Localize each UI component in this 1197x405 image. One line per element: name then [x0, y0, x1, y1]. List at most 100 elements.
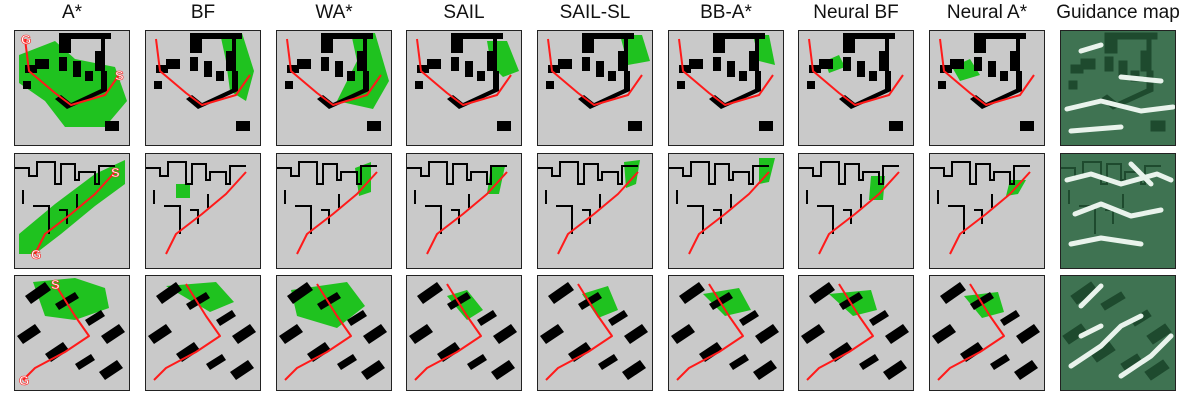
obstacle — [689, 59, 703, 69]
map-cell-guidance-map-row3 — [1060, 275, 1176, 391]
planned-path — [22, 283, 90, 381]
obstacle — [713, 57, 721, 71]
obstacle — [85, 310, 105, 326]
obstacle — [677, 81, 685, 89]
obstacle — [960, 342, 984, 362]
guidance-highlight — [1118, 333, 1174, 379]
obstacle — [216, 71, 224, 81]
obstacle — [295, 205, 312, 234]
obstacle — [33, 205, 50, 234]
explored-region — [220, 33, 254, 101]
obstacle — [727, 61, 735, 77]
goal-marker: G — [19, 373, 29, 388]
obstacle — [335, 61, 343, 77]
obstacle — [679, 282, 705, 304]
obstacle — [206, 354, 226, 370]
explored-region — [355, 162, 371, 196]
start-marker: S — [115, 68, 124, 83]
guidance-obstacle — [1104, 32, 1158, 72]
obstacle — [437, 342, 461, 362]
map-cell-bf-row3 — [145, 275, 261, 391]
planned-path — [286, 38, 382, 106]
obstacle — [447, 292, 471, 310]
obstacle — [548, 282, 574, 304]
free-space — [930, 154, 1044, 268]
obstacle — [307, 342, 331, 362]
map-cell-neural-a-star-row3 — [929, 275, 1045, 391]
map-svg — [146, 154, 260, 268]
obstacle — [628, 121, 642, 131]
map-cell-wa-star-row2 — [276, 153, 392, 269]
planned-path — [284, 283, 352, 381]
map-cell-sail-sl-row3 — [537, 275, 653, 391]
planned-path — [688, 171, 770, 255]
obstacle — [582, 33, 634, 71]
obstacle — [546, 81, 554, 89]
obstacle — [829, 342, 853, 362]
obstacle — [624, 324, 648, 344]
guidance-highlight — [1068, 124, 1124, 134]
column-title-neural-a-star: Neural A* — [946, 2, 1028, 23]
obstacle — [190, 209, 199, 224]
column-title-guidance-map: Guidance map — [1056, 2, 1180, 23]
guidance-obstacle — [1146, 323, 1172, 345]
obstacle — [297, 59, 311, 69]
obstacle — [739, 310, 759, 326]
obstacle — [869, 71, 877, 81]
map-svg — [146, 31, 260, 145]
obstacle — [230, 360, 254, 380]
obstacle — [285, 81, 293, 89]
map-svg — [277, 276, 391, 390]
map-svg: GS — [15, 31, 129, 145]
column-title-a-star: A* — [61, 2, 83, 23]
column-title-sail-sl: SAIL-SL — [559, 2, 631, 23]
obstacle — [465, 61, 473, 77]
obstacle — [427, 59, 441, 69]
obstacle — [337, 354, 357, 370]
obstacle — [596, 61, 604, 77]
obstacle — [930, 161, 1030, 185]
free-space — [146, 154, 260, 268]
map-svg — [799, 276, 913, 390]
obstacle — [885, 324, 909, 344]
obstacle — [59, 57, 67, 71]
map-svg: GS — [15, 276, 129, 390]
guidance-obstacle — [1104, 56, 1114, 72]
planned-path — [414, 283, 482, 381]
planned-path — [34, 171, 116, 255]
map-svg — [407, 276, 521, 390]
obstacle — [568, 342, 592, 362]
obstacle — [801, 324, 825, 344]
map-svg — [407, 154, 521, 268]
map-cell-neural-a-star-row1 — [929, 30, 1045, 146]
planned-path — [557, 171, 639, 255]
start-marker: S — [51, 277, 60, 292]
obstacle — [948, 205, 965, 234]
obstacle — [974, 209, 983, 224]
map-cell-bb-a-star-row3 — [668, 275, 784, 391]
map-cell-sail-row1 — [406, 30, 522, 146]
guidance-highlight — [1078, 42, 1104, 54]
map-svg — [1061, 276, 1175, 390]
obstacle — [451, 209, 460, 224]
planned-path — [937, 283, 1005, 381]
obstacle — [809, 282, 835, 304]
column-title-wa-star: WA* — [315, 2, 353, 23]
obstacle — [883, 360, 907, 380]
obstacle — [578, 292, 602, 310]
planned-path — [806, 283, 874, 381]
guidance-highlight — [1068, 235, 1144, 247]
map-svg — [1061, 31, 1175, 145]
obstacle — [843, 33, 895, 71]
map-cell-neural-bf-row2 — [798, 153, 914, 269]
obstacle — [367, 121, 381, 131]
guidance-obstacle — [1150, 120, 1166, 132]
map-cell-sail-sl-row2 — [537, 153, 653, 269]
guidance-highlight — [1068, 313, 1144, 369]
obstacle — [889, 121, 903, 131]
planned-path — [818, 171, 900, 255]
obstacle — [85, 71, 93, 81]
